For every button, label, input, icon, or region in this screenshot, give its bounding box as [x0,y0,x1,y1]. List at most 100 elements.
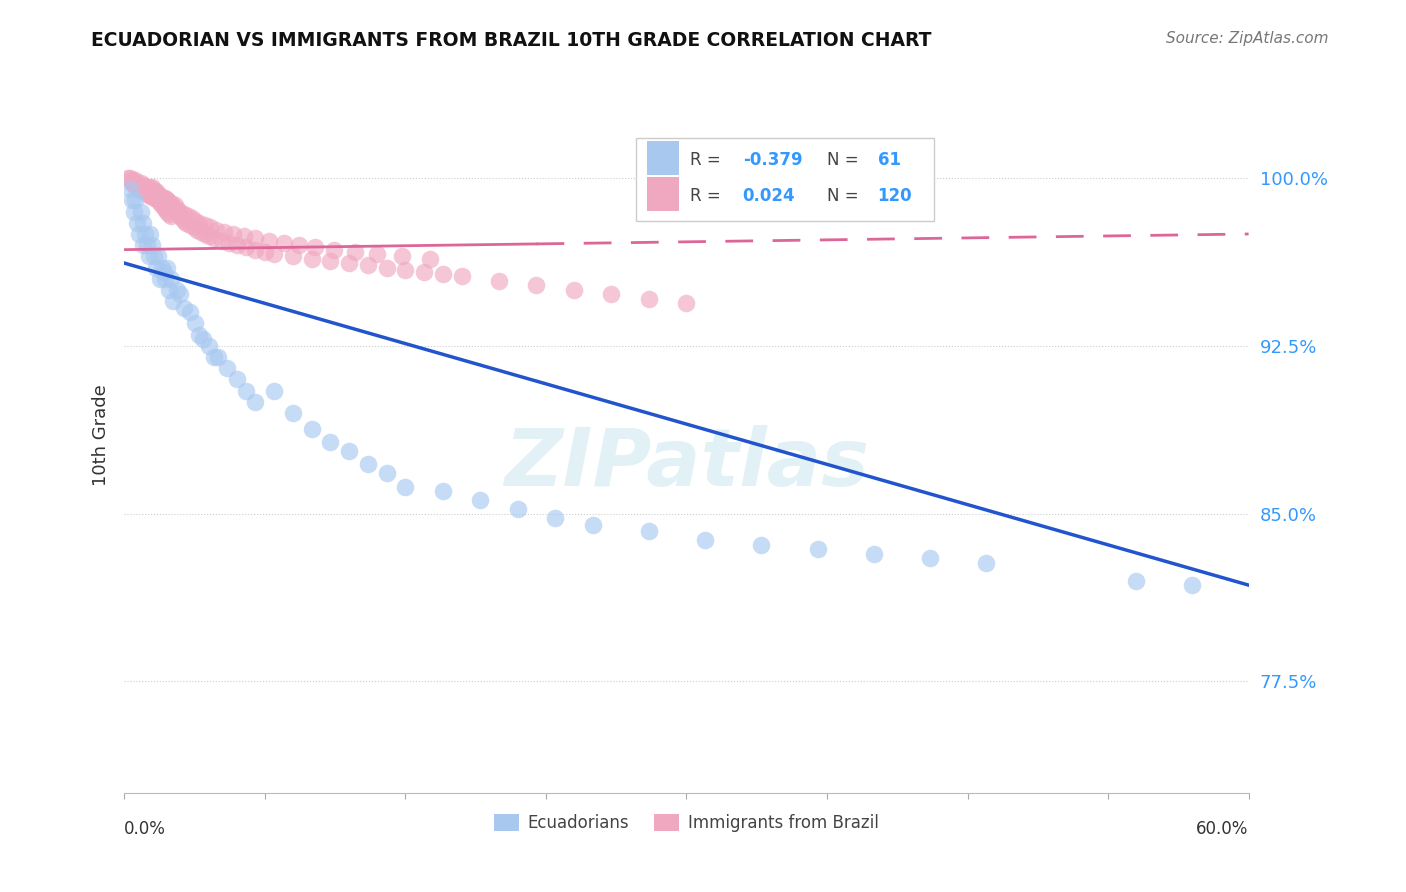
Text: N =: N = [827,151,863,169]
Point [134,185,156,199]
Point [162,294,184,309]
Text: 0.024: 0.024 [742,186,796,204]
Point [127,176,149,190]
Point [172,211,194,226]
Point [134,180,156,194]
Point [235,240,257,254]
Point [128,178,150,192]
Point [132,238,155,252]
Point [166,283,188,297]
Point [143,186,166,201]
Point [413,265,436,279]
Bar [647,177,679,211]
Point [149,271,172,285]
Point [124,178,146,192]
Point [156,194,179,208]
Point [174,216,197,230]
Point [245,231,267,245]
Point [245,394,267,409]
Point [167,207,190,221]
Point [146,249,169,263]
Point [138,186,160,201]
Point [488,274,510,288]
Point [132,185,155,199]
Point [160,209,183,223]
Point [139,189,162,203]
Point [141,182,163,196]
Point [141,189,163,203]
Point [337,256,360,270]
Text: Source: ZipAtlas.com: Source: ZipAtlas.com [1166,31,1329,46]
Point [222,227,245,241]
Point [183,220,205,235]
Point [301,252,323,266]
Point [150,260,173,275]
Point [287,238,309,252]
Point [281,249,304,263]
Point [184,317,207,331]
Point [184,213,207,227]
Point [135,182,157,196]
Point [145,260,167,275]
Point [146,186,169,201]
Point [225,372,247,386]
Text: 0.0%: 0.0% [124,820,166,838]
Point [127,216,149,230]
Point [139,227,162,241]
Point [143,191,166,205]
Point [141,180,163,194]
Point [160,198,183,212]
Point [188,327,211,342]
Point [117,171,139,186]
Point [122,178,145,192]
Point [156,204,179,219]
Point [156,194,179,208]
Point [118,171,141,186]
Point [675,296,697,310]
Point [207,350,229,364]
Point [218,235,240,250]
Text: N =: N = [827,186,863,204]
Point [122,204,145,219]
Point [600,287,623,301]
Point [152,191,174,205]
Point [173,213,195,227]
Point [233,229,256,244]
Point [194,227,217,241]
Point [200,220,222,235]
Text: -0.379: -0.379 [742,151,803,169]
Point [166,202,188,217]
Point [188,216,211,230]
Text: ZIPatlas: ZIPatlas [503,425,869,503]
Point [146,194,169,208]
Point [191,332,214,346]
Point [129,204,152,219]
Point [128,182,150,196]
Point [450,269,472,284]
Point [544,511,567,525]
Point [150,198,173,212]
Point [155,195,177,210]
Point [337,444,360,458]
Point [343,244,366,259]
Y-axis label: 10th Grade: 10th Grade [93,384,110,486]
Point [807,542,830,557]
Point [143,249,166,263]
Point [156,260,179,275]
Point [132,178,155,192]
Point [582,517,605,532]
Point [638,292,661,306]
Point [135,186,157,201]
FancyBboxPatch shape [636,138,934,220]
Point [173,207,195,221]
Point [173,301,195,315]
Point [152,194,174,208]
Point [375,467,398,481]
Point [146,191,169,205]
Point [862,547,884,561]
Point [132,216,155,230]
Bar [647,141,679,176]
Point [245,243,267,257]
Point [205,222,228,236]
Point [160,271,183,285]
